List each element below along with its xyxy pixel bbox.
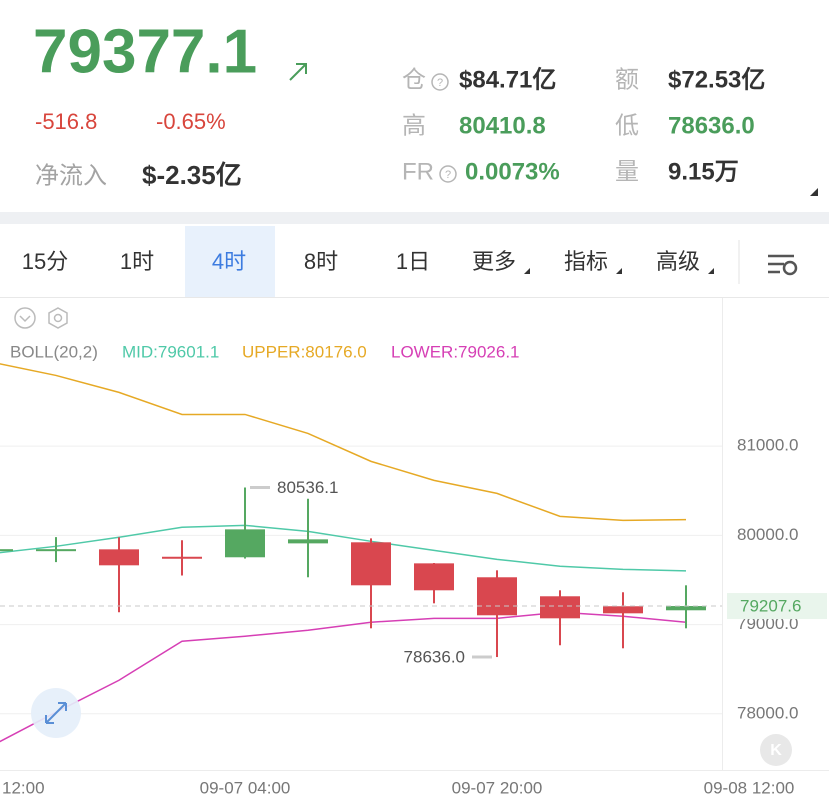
indicator-settings-icon[interactable] bbox=[48, 307, 68, 329]
candle-body bbox=[99, 549, 139, 566]
candle-body bbox=[0, 549, 13, 552]
candle-body bbox=[603, 606, 643, 614]
candle-body bbox=[288, 539, 328, 544]
band-line bbox=[0, 524, 687, 572]
high-annotation: 80536.1 bbox=[277, 478, 338, 497]
stat-label: 额 bbox=[615, 66, 639, 93]
tab[interactable]: 1时 bbox=[120, 249, 154, 274]
active-tab-bg bbox=[185, 226, 275, 297]
tab-bar: 15分 1时 4时 8时 1日 更多 指标 高级 bbox=[22, 226, 714, 297]
price: 79377.1 bbox=[33, 17, 257, 86]
candle-body bbox=[225, 529, 265, 558]
change-pct: -0.65% bbox=[156, 109, 226, 134]
help-icon[interactable] bbox=[439, 165, 457, 183]
net-inflow-label: 净流入 bbox=[35, 162, 107, 189]
dropdown-triangle bbox=[616, 268, 622, 274]
legend-entry: UPPER:80176.0 bbox=[242, 342, 367, 361]
tab[interactable]: 更多 bbox=[472, 249, 516, 274]
band-line bbox=[0, 363, 687, 522]
x-tick-label: 09-08 12:00 bbox=[704, 778, 795, 797]
tab[interactable]: 15分 bbox=[22, 249, 68, 274]
indicator-label: BOLL(20,2) bbox=[10, 342, 98, 361]
stat-label: 仓 bbox=[402, 66, 426, 93]
separator bbox=[0, 212, 829, 224]
stat-value: 9.15万 bbox=[668, 158, 739, 185]
stat-label: 低 bbox=[615, 112, 639, 139]
corner-triangle bbox=[810, 188, 818, 196]
stat-label: FR bbox=[402, 158, 434, 185]
legend-entry: MID:79601.1 bbox=[122, 342, 219, 361]
settings-lines bbox=[768, 254, 794, 274]
candle-body bbox=[36, 549, 76, 552]
dropdown-triangle bbox=[708, 268, 714, 274]
last-price-label: 79207.6 bbox=[740, 597, 801, 616]
collapse-icon[interactable] bbox=[14, 307, 36, 329]
tab[interactable]: 8时 bbox=[304, 249, 338, 274]
tab[interactable]: 高级 bbox=[656, 249, 700, 274]
x-tick-label: 09-07 04:00 bbox=[200, 778, 291, 797]
x-tick-label: 09-07 20:00 bbox=[452, 778, 543, 797]
stat-value: 80410.8 bbox=[459, 112, 546, 139]
y-tick-label: 78000.0 bbox=[737, 703, 798, 722]
legend-entry: LOWER:79026.1 bbox=[391, 342, 520, 361]
trend-arrow bbox=[289, 63, 307, 81]
low-annotation: 78636.0 bbox=[404, 648, 465, 667]
net-inflow: $-2.35亿 bbox=[142, 160, 242, 190]
candle-body bbox=[540, 596, 580, 619]
dropdown-triangle bbox=[524, 268, 530, 274]
indicator-settings-dot bbox=[53, 313, 63, 323]
tab[interactable]: 4时 bbox=[212, 249, 246, 274]
stat-value: $72.53亿 bbox=[668, 66, 765, 93]
collapse-chevron bbox=[19, 315, 31, 323]
help-icon-mark: ? bbox=[445, 169, 451, 181]
candle-body bbox=[414, 563, 454, 591]
tab[interactable]: 指标 bbox=[564, 249, 608, 274]
band-line bbox=[0, 611, 687, 743]
last-price-bg bbox=[727, 593, 827, 620]
tab[interactable]: 1日 bbox=[396, 249, 430, 274]
kline-button[interactable] bbox=[760, 734, 792, 766]
y-tick-label: 80000.0 bbox=[737, 525, 798, 544]
help-icon-mark: ? bbox=[437, 77, 443, 89]
candle-body bbox=[666, 606, 706, 611]
stat-value: $84.71亿 bbox=[459, 66, 556, 93]
help-icon[interactable] bbox=[431, 73, 449, 91]
stat-label: 高 bbox=[402, 112, 426, 139]
settings-icon[interactable] bbox=[768, 254, 798, 276]
candle-body bbox=[351, 542, 391, 586]
settings-gear bbox=[782, 260, 798, 276]
stat-value: 78636.0 bbox=[668, 112, 755, 139]
x-tick-label: 12:00 bbox=[2, 778, 45, 797]
y-tick-label: 81000.0 bbox=[737, 436, 798, 455]
expand-arrows bbox=[45, 702, 67, 724]
stat-label: 量 bbox=[615, 158, 639, 185]
change: -516.8 bbox=[35, 109, 97, 134]
candle-body bbox=[477, 577, 517, 616]
kline-icon: K bbox=[770, 742, 782, 759]
stat-value: 0.0073% bbox=[465, 158, 560, 185]
candle-body bbox=[162, 556, 202, 559]
